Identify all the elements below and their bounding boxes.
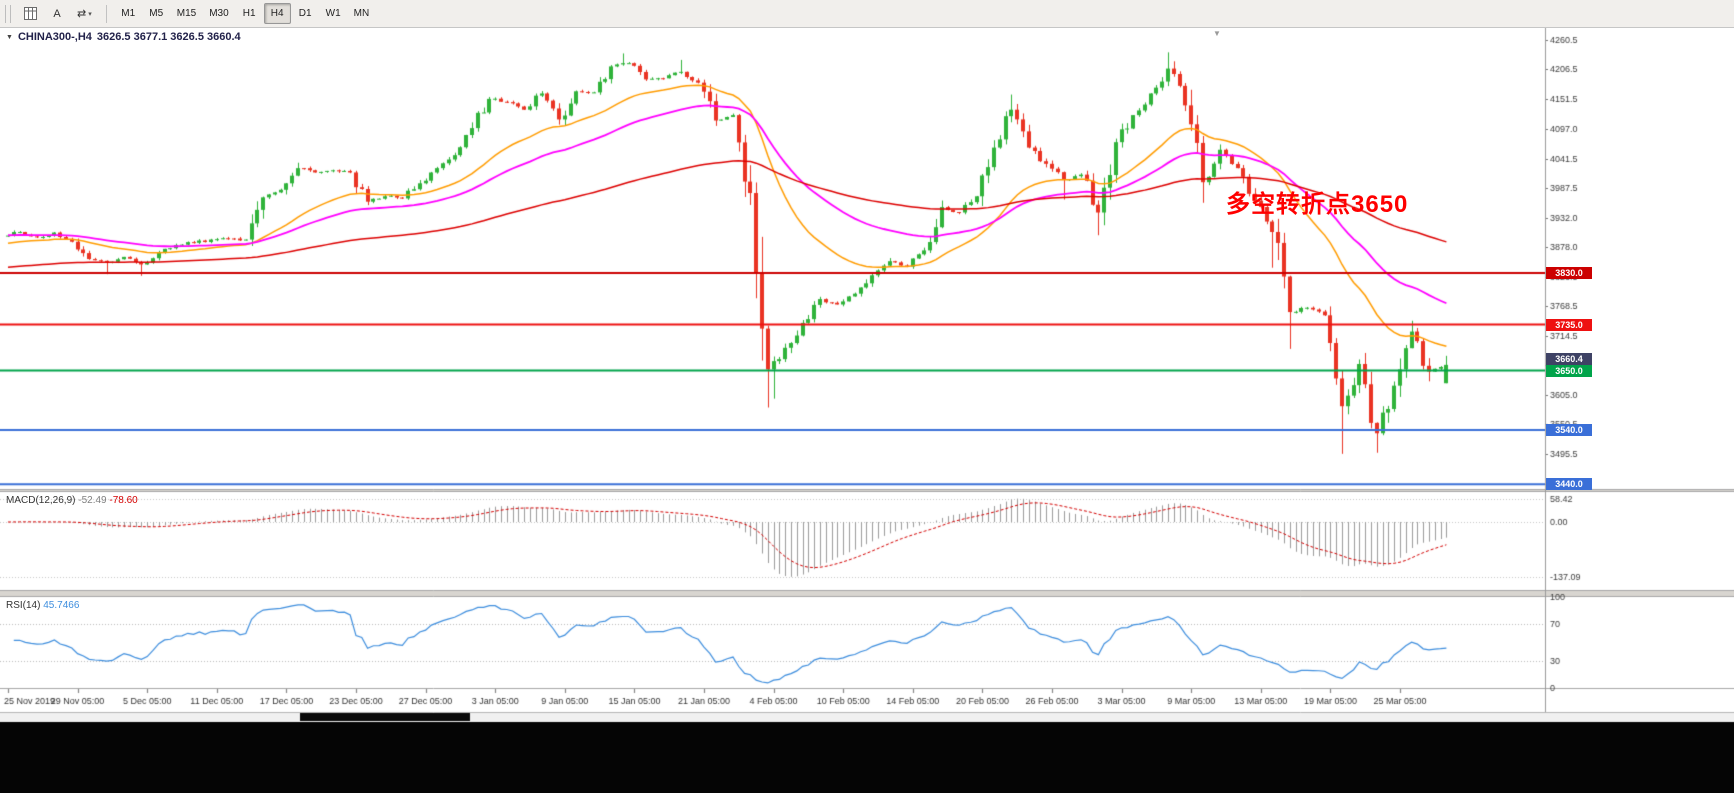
rsi-value: 45.7466 xyxy=(43,600,80,611)
rsi-label: RSI(14) 45.7466 xyxy=(6,600,79,611)
timeframe-button-mn[interactable]: MN xyxy=(348,3,376,24)
chart-ohlc-values: 3626.5 3677.1 3626.5 3660.4 xyxy=(96,31,241,43)
annotate-button[interactable]: A xyxy=(45,3,69,24)
timeframe-button-w1[interactable]: W1 xyxy=(320,3,347,24)
toolbar-separator xyxy=(105,4,107,23)
timeframe-button-m15[interactable]: M15 xyxy=(171,3,202,24)
price-level-tag-3540.0: 3540.0 xyxy=(1546,424,1592,437)
rsi-name: RSI(14) xyxy=(6,600,41,611)
timeframe-button-h4[interactable]: H4 xyxy=(263,3,291,24)
chart-title: ▼ CHINA300-,H4 3626.5 3677.1 3626.5 3660… xyxy=(6,31,241,43)
toolbar-drag-handle[interactable] xyxy=(5,4,11,23)
chart-canvas[interactable] xyxy=(0,28,1734,793)
symbol-dropdown-icon: ▼ xyxy=(6,33,13,41)
timeframe-toolbar: M1 M5 M15 M30 H1 H4 D1 W1 MN xyxy=(115,3,375,24)
price-level-tag-3440.0: 3440.0 xyxy=(1546,478,1592,491)
chart-grid-button[interactable] xyxy=(18,3,43,24)
chart-annotation-text[interactable]: 多空转折点3650 xyxy=(1226,191,1409,218)
timeframe-button-m30[interactable]: M30 xyxy=(203,3,234,24)
top-toolbar: A ⇄ ▾ M1 M5 M15 M30 H1 H4 D1 W1 MN xyxy=(0,0,1734,28)
chart-symbol-period: CHINA300-,H4 xyxy=(17,31,92,43)
current-price-tag: 3660.4 xyxy=(1546,352,1592,365)
timeframe-button-m5[interactable]: M5 xyxy=(143,3,170,24)
price-level-tag-3830.0: 3830.0 xyxy=(1546,267,1592,280)
timeframe-button-m1[interactable]: M1 xyxy=(115,3,142,24)
grid-icon xyxy=(24,7,37,20)
symbol-cycle-button[interactable]: ⇄ ▾ xyxy=(71,3,98,24)
swap-arrows-icon: ⇄ xyxy=(77,8,87,20)
timeframe-button-d1[interactable]: D1 xyxy=(292,3,319,24)
price-level-tag-3650.0: 3650.0 xyxy=(1546,364,1592,377)
chart-shift-marker-icon: ▼ xyxy=(1213,29,1221,38)
macd-name: MACD(12,26,9) xyxy=(6,495,76,506)
timeframe-button-h1[interactable]: H1 xyxy=(236,3,263,24)
macd-signal-value: -78.60 xyxy=(109,495,138,506)
macd-label: MACD(12,26,9) -52.49 -78.60 xyxy=(6,495,138,506)
chevron-down-icon: ▾ xyxy=(88,10,92,18)
price-level-tag-3735.0: 3735.0 xyxy=(1546,318,1592,331)
macd-main-value: -52.49 xyxy=(78,495,107,506)
